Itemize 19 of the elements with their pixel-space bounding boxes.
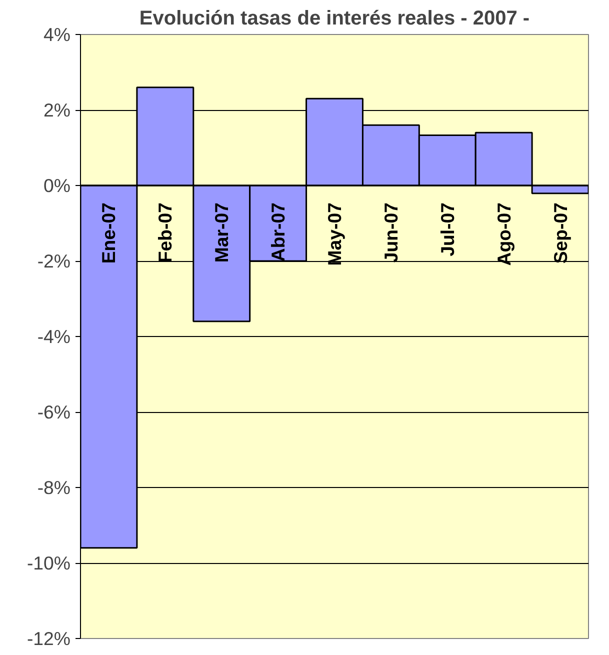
x-tick-label: Mar-07 bbox=[211, 202, 232, 263]
y-tick-label: -8% bbox=[37, 477, 71, 498]
y-tick-label: 2% bbox=[44, 100, 71, 120]
x-tick-label: Jul-07 bbox=[436, 202, 458, 256]
x-tick-label: Ago-07 bbox=[493, 202, 514, 266]
x-tick-label: Jun-07 bbox=[380, 202, 402, 263]
y-tick-label: -4% bbox=[37, 326, 71, 347]
y-tick-label: -2% bbox=[37, 250, 71, 272]
y-tick-label: -10% bbox=[26, 552, 71, 574]
x-tick-label: May-07 bbox=[324, 202, 345, 266]
y-tick-label: -6% bbox=[37, 402, 71, 422]
y-tick-label: 0% bbox=[44, 175, 71, 196]
x-tick-label: Feb-07 bbox=[154, 202, 176, 263]
y-tick-label: -12% bbox=[26, 628, 71, 649]
chart-title: Evolución tasas de interés reales - 2007 - bbox=[139, 8, 530, 30]
x-tick-label: Abr-07 bbox=[268, 202, 289, 262]
x-tick-label: Ene-07 bbox=[98, 202, 120, 264]
y-tick-label: 4% bbox=[44, 24, 71, 45]
x-tick-label: Sep-07 bbox=[550, 202, 571, 264]
